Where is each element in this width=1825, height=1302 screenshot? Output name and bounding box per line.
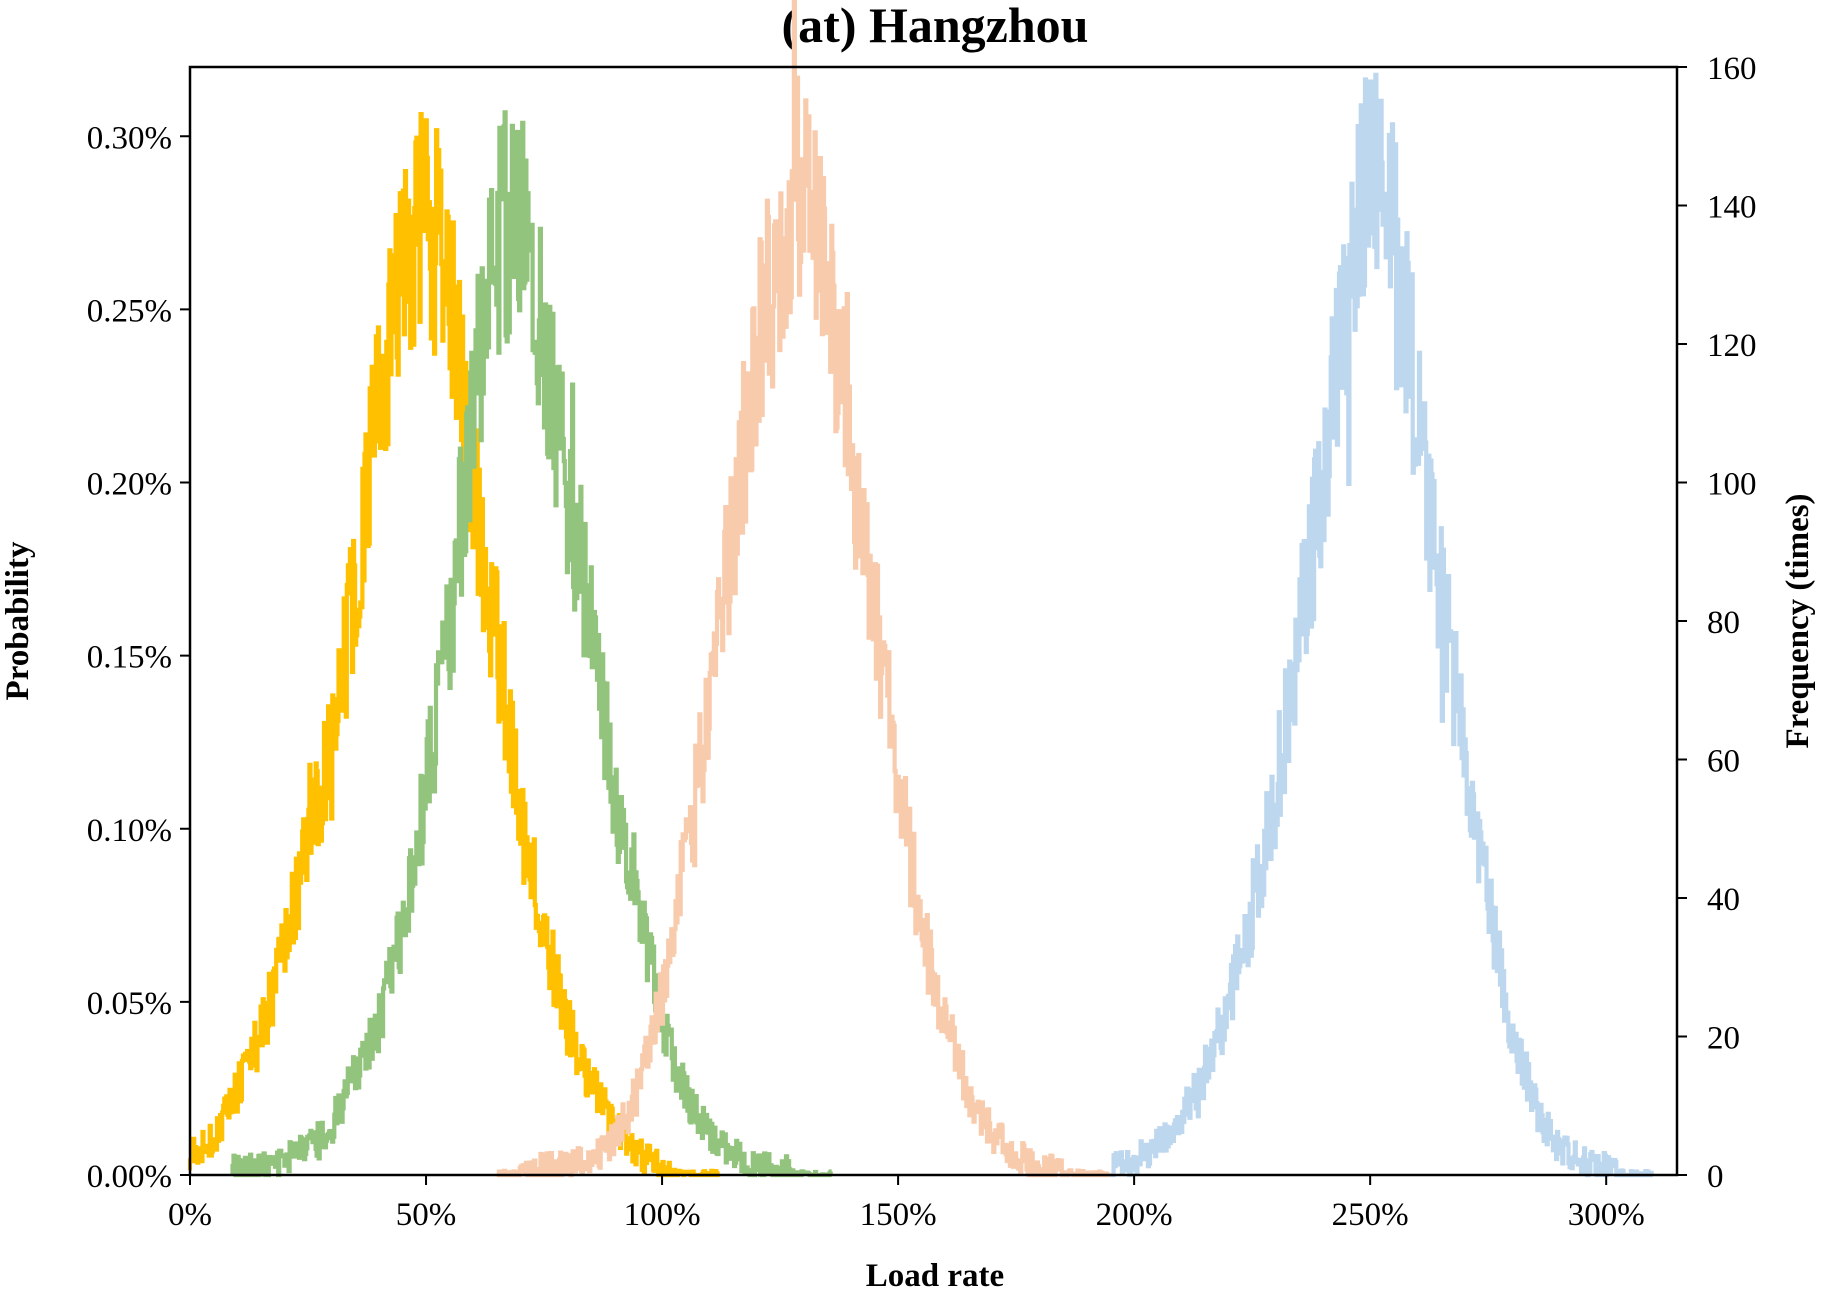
series-line-2 bbox=[230, 110, 833, 1178]
y-axis-right-title: Frequency (times) bbox=[1780, 493, 1816, 748]
y-right-tick-label: 0 bbox=[1707, 1159, 1724, 1195]
y-axis-left-title: Probability bbox=[0, 541, 36, 700]
y-right-tick-label: 140 bbox=[1707, 190, 1757, 226]
x-tick-label: 200% bbox=[1096, 1197, 1173, 1233]
y-left-tick-label: 0.20% bbox=[87, 467, 172, 503]
y-right-tick-label: 120 bbox=[1707, 328, 1757, 364]
y-left-tick-label: 0.25% bbox=[87, 293, 172, 329]
x-tick-label: 150% bbox=[860, 1197, 937, 1233]
y-right-tick-label: 20 bbox=[1707, 1021, 1740, 1057]
series-line-3 bbox=[496, 0, 1111, 1178]
y-left-tick-label: 0.05% bbox=[87, 986, 172, 1022]
x-axis: 0% 50% 100% 150% 200% 250% 300% bbox=[168, 1175, 1645, 1233]
chart-title: (at) Hangzhou bbox=[782, 0, 1089, 53]
y-right-tick-label: 100 bbox=[1707, 467, 1757, 503]
y-right-tick-label: 80 bbox=[1707, 605, 1740, 641]
x-tick-label: 300% bbox=[1568, 1197, 1645, 1233]
x-axis-title: Load rate bbox=[866, 1258, 1004, 1294]
y-axis-left: 0.00% 0.05% 0.10% 0.15% 0.20% 0.25% 0.30% bbox=[87, 120, 190, 1195]
y-right-tick-label: 60 bbox=[1707, 744, 1740, 780]
y-left-tick-label: 0.10% bbox=[87, 813, 172, 849]
x-tick-label: 50% bbox=[396, 1197, 457, 1233]
series-layer bbox=[187, 0, 1654, 1178]
y-right-tick-label: 40 bbox=[1707, 882, 1740, 918]
y-left-tick-label: 0.00% bbox=[87, 1159, 172, 1195]
y-left-tick-label: 0.30% bbox=[87, 120, 172, 156]
y-axis-right: 0 20 40 60 80 100 120 140 160 bbox=[1677, 51, 1757, 1195]
y-right-tick-label: 160 bbox=[1707, 51, 1757, 87]
x-tick-label: 0% bbox=[168, 1197, 212, 1233]
y-left-tick-label: 0.15% bbox=[87, 640, 172, 676]
series-line-4 bbox=[1110, 72, 1654, 1178]
x-tick-label: 250% bbox=[1332, 1197, 1409, 1233]
x-tick-label: 100% bbox=[624, 1197, 701, 1233]
